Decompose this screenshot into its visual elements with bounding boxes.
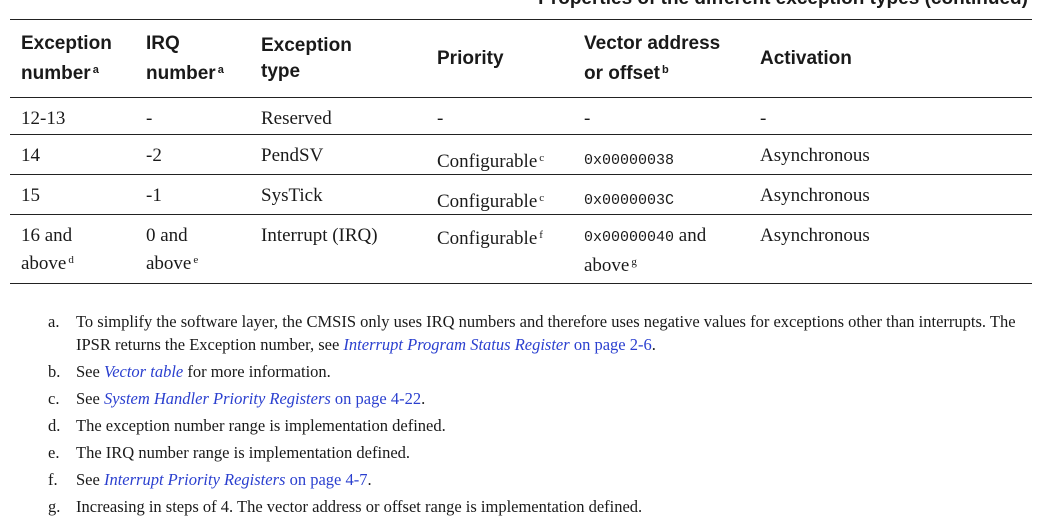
cell-exception-number: 16 and above d: [21, 225, 74, 274]
table-footnotes: a. To simplify the software layer, the C…: [48, 310, 1038, 522]
cell-priority: Configurable f: [437, 228, 543, 249]
link-interrupt-priority-registers[interactable]: Interrupt Priority Registers on page 4-7: [103, 470, 368, 489]
cell-activation: Asynchronous: [760, 145, 870, 166]
cell-vector: -: [584, 108, 591, 129]
cell-vector: 0x00000038: [584, 152, 675, 169]
cell-activation: -: [760, 108, 767, 129]
table-row: 15 -1 SysTick Configurable c 0x0000003C A…: [10, 175, 1032, 215]
header-activation: Activation: [760, 47, 852, 69]
cell-activation: Asynchronous: [760, 225, 870, 246]
header-exception-type: Exception type: [261, 34, 352, 82]
cell-exception-number: 15: [21, 185, 40, 206]
table-header-row: Exception number a IRQ number a Exception typ…: [10, 19, 1032, 98]
header-exception-number: Exception number a: [21, 32, 112, 84]
header-vector-address: Vector address or offset b: [584, 32, 721, 84]
cell-activation: Asynchronous: [760, 185, 870, 206]
table-caption: Properties of the different exception ty…: [0, 0, 1050, 10]
cell-irq-number: -: [146, 108, 153, 129]
link-vector-table[interactable]: Vector table: [103, 362, 184, 381]
cell-vector: 0x0000003C: [584, 192, 675, 209]
cell-priority: Configurable c: [437, 191, 545, 212]
footnote-c: c. See System Handler Priority Registers…: [48, 389, 426, 408]
header-priority: Priority: [437, 47, 504, 69]
cell-exception-number: 12-13: [21, 108, 66, 129]
cell-vector: 0x00000040 and above g: [584, 225, 707, 276]
link-interrupt-program-status-register[interactable]: Interrupt Program Status Register on pag…: [343, 335, 652, 354]
cell-exception-number: 14: [21, 145, 40, 166]
exception-types-table: Exception number a IRQ number a Exception typ…: [10, 19, 1032, 284]
cell-exception-type: Reserved: [261, 108, 332, 129]
footnote-b: b. See Vector table for more information…: [48, 362, 331, 381]
cell-irq-number: 0 and above e: [146, 225, 199, 274]
footnote-f: f. See Interrupt Priority Registers on p…: [48, 470, 372, 489]
footnote-e: e. The IRQ number range is implementatio…: [48, 443, 411, 462]
link-system-handler-priority-registers[interactable]: System Handler Priority Registers on pag…: [103, 389, 422, 408]
cell-priority: -: [437, 108, 444, 129]
cell-priority: Configurable c: [437, 151, 545, 172]
cell-irq-number: -1: [146, 185, 162, 206]
footnote-a: a. To simplify the software layer, the C…: [48, 312, 1016, 354]
cell-irq-number: -2: [146, 145, 162, 166]
cell-exception-type: PendSV: [261, 145, 324, 166]
cell-exception-type: SysTick: [261, 185, 323, 206]
table-row: 14 -2 PendSV Configurable c 0x00000038 As…: [10, 135, 1032, 175]
footnote-d: d. The exception number range is impleme…: [48, 416, 446, 435]
cell-exception-type: Interrupt (IRQ): [261, 225, 378, 246]
footnote-g: g. Increasing in steps of 4. The vector …: [48, 497, 643, 516]
header-irq-number: IRQ number a: [146, 32, 224, 84]
table-row: 16 and above d 0 and above e Interrupt (IRQ)…: [10, 215, 1032, 284]
table-row: 12-13 - Reserved - - -: [10, 98, 1032, 135]
